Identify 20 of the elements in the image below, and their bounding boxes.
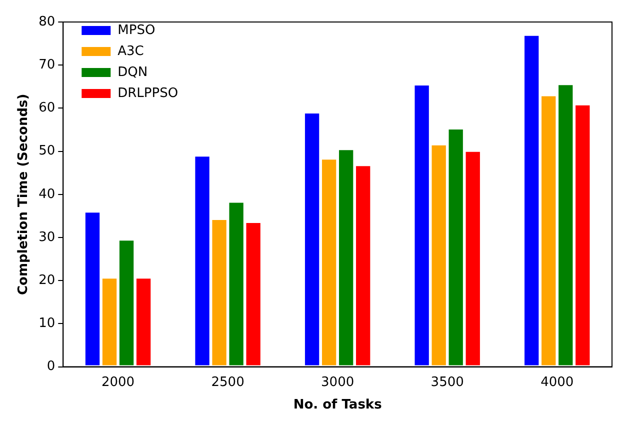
x-tick-label: 2500	[211, 374, 244, 390]
x-tick-label: 3000	[321, 374, 354, 390]
x-tick-label: 2000	[101, 374, 135, 390]
y-tick-label: 80	[38, 14, 56, 30]
y-tick-label: 0	[46, 359, 56, 374]
legend-label: MPSO	[118, 22, 156, 38]
y-tick-label: 50	[38, 144, 56, 159]
y-tick-label: 30	[38, 230, 56, 245]
y-axis-title: Completion Time (Seconds)	[16, 94, 32, 295]
legend-label: DQN	[118, 64, 148, 80]
y-tick-label: 40	[38, 186, 56, 202]
x-axis-title: No. of Tasks	[293, 398, 382, 413]
y-tick-label: 10	[38, 316, 56, 332]
x-tick-label: 3500	[430, 374, 464, 390]
legend-label: A3C	[118, 44, 144, 59]
y-tick-label: 60	[38, 100, 56, 116]
y-tick-label: 70	[38, 57, 56, 72]
x-tick-label: 4000	[540, 374, 574, 390]
y-tick-label: 20	[38, 272, 56, 288]
legend-label: DRLPPSO	[118, 86, 178, 101]
